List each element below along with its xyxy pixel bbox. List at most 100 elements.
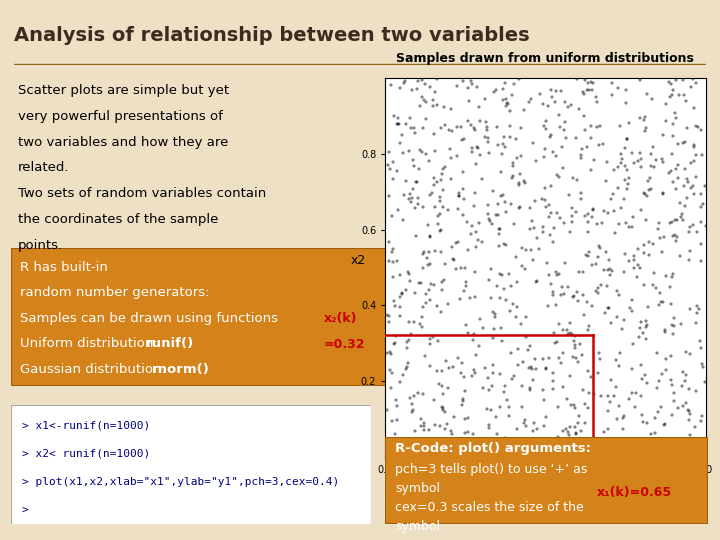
Point bbox=[397, 216, 408, 225]
Point bbox=[474, 117, 485, 126]
Point bbox=[425, 232, 436, 240]
Point bbox=[564, 228, 575, 237]
Point bbox=[472, 236, 483, 245]
Point bbox=[482, 123, 493, 131]
Point bbox=[436, 169, 447, 178]
Point bbox=[531, 424, 543, 433]
Point bbox=[526, 364, 538, 373]
Point bbox=[694, 337, 706, 346]
Point bbox=[489, 325, 500, 333]
Point bbox=[678, 76, 689, 85]
Point bbox=[567, 353, 579, 361]
Point bbox=[680, 347, 692, 356]
Point bbox=[432, 178, 444, 186]
Point bbox=[645, 161, 657, 170]
Text: > x1<-runif(n=1000): > x1<-runif(n=1000) bbox=[22, 421, 150, 430]
Point bbox=[543, 354, 554, 362]
Point bbox=[567, 211, 578, 220]
Point bbox=[442, 206, 454, 214]
Point bbox=[418, 248, 430, 256]
Point bbox=[534, 244, 545, 253]
Text: runif(): runif() bbox=[146, 337, 194, 350]
Point bbox=[498, 133, 510, 141]
Point bbox=[510, 134, 522, 143]
Text: points.: points. bbox=[18, 239, 63, 252]
Point bbox=[396, 289, 408, 298]
Point bbox=[467, 430, 479, 438]
Point bbox=[660, 354, 672, 363]
FancyBboxPatch shape bbox=[11, 248, 396, 386]
Point bbox=[531, 233, 543, 242]
Point bbox=[490, 436, 502, 445]
Point bbox=[457, 394, 469, 403]
Point bbox=[552, 403, 564, 411]
Point bbox=[593, 348, 605, 357]
Point bbox=[605, 265, 616, 273]
Point bbox=[637, 329, 649, 338]
Point bbox=[509, 372, 521, 381]
Point bbox=[406, 194, 418, 202]
Point bbox=[552, 208, 563, 217]
Point bbox=[456, 123, 467, 131]
Point bbox=[414, 320, 426, 328]
Point bbox=[424, 296, 436, 305]
Point bbox=[541, 448, 552, 456]
Point bbox=[414, 102, 426, 110]
Point bbox=[665, 299, 677, 308]
Point bbox=[477, 323, 489, 332]
Point bbox=[582, 403, 593, 412]
Point bbox=[696, 343, 707, 352]
Point bbox=[574, 438, 585, 447]
Point bbox=[459, 415, 471, 423]
Point bbox=[691, 302, 703, 310]
Point bbox=[473, 103, 485, 111]
Point bbox=[415, 415, 427, 423]
Point bbox=[428, 173, 440, 182]
Point bbox=[565, 101, 577, 110]
Point bbox=[574, 340, 585, 348]
Point bbox=[418, 426, 430, 434]
Point bbox=[507, 375, 518, 383]
Point bbox=[516, 381, 528, 390]
Point bbox=[667, 86, 678, 94]
Point bbox=[610, 356, 621, 364]
Point bbox=[494, 269, 505, 278]
Point bbox=[552, 338, 563, 346]
Point bbox=[439, 120, 451, 129]
Point bbox=[527, 256, 539, 265]
Point bbox=[383, 191, 395, 200]
Point bbox=[655, 402, 667, 411]
Point bbox=[430, 421, 441, 430]
Point bbox=[434, 210, 446, 218]
Point bbox=[560, 425, 572, 434]
Point bbox=[562, 283, 574, 292]
Point bbox=[617, 424, 629, 433]
Point bbox=[476, 238, 487, 247]
Point bbox=[670, 76, 682, 85]
Point bbox=[386, 212, 397, 220]
Point bbox=[517, 402, 528, 411]
Point bbox=[575, 188, 587, 197]
Text: x₂(k): x₂(k) bbox=[324, 312, 358, 325]
Point bbox=[690, 387, 701, 395]
Point bbox=[456, 368, 467, 377]
Point bbox=[586, 86, 598, 94]
Point bbox=[688, 220, 699, 229]
Point bbox=[554, 111, 565, 120]
Point bbox=[631, 388, 642, 397]
Point bbox=[553, 270, 564, 279]
Point bbox=[580, 76, 591, 84]
Point bbox=[634, 114, 646, 123]
Point bbox=[670, 184, 682, 193]
Point bbox=[639, 127, 651, 136]
Point bbox=[513, 179, 525, 187]
Point bbox=[424, 335, 436, 343]
Point bbox=[424, 83, 436, 92]
Point bbox=[409, 124, 420, 132]
Point bbox=[391, 256, 402, 265]
Point bbox=[664, 92, 675, 101]
Point bbox=[467, 144, 478, 153]
Point bbox=[582, 325, 594, 334]
Point bbox=[495, 225, 506, 234]
Point bbox=[624, 173, 635, 182]
